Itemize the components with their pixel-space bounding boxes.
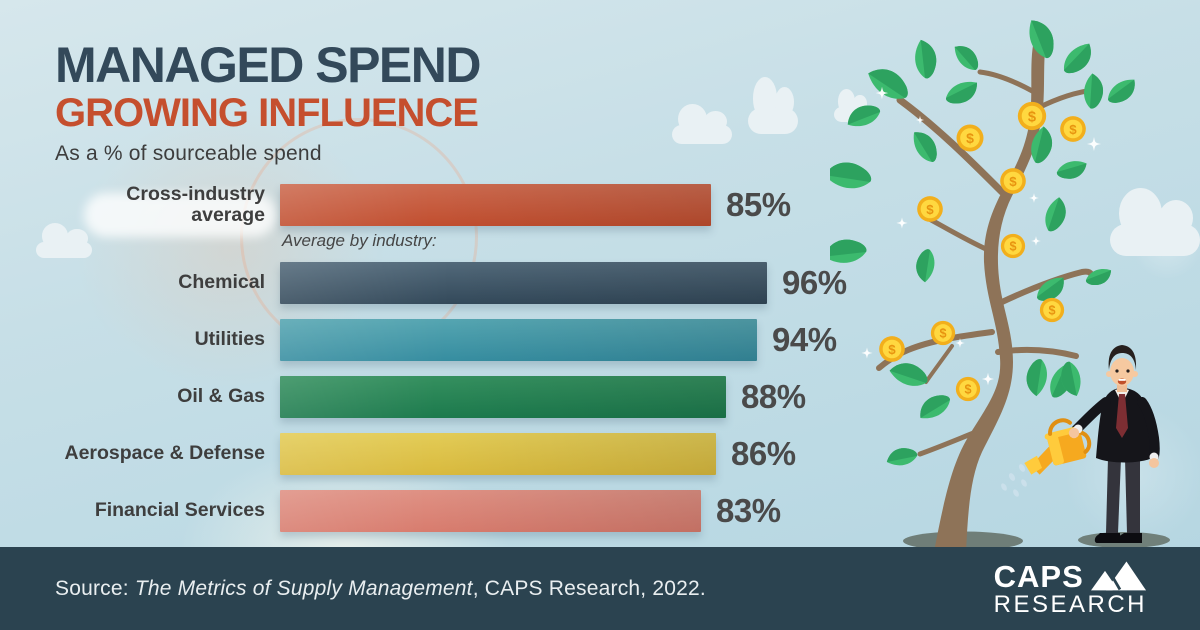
bar-value: 83% <box>716 492 781 529</box>
watering-can-icon <box>1024 418 1092 475</box>
coin-icon <box>917 196 943 222</box>
bar-row-utilities: Utilities 94% <box>0 319 900 361</box>
bar-row-aerospace-defense: Aerospace & Defense 86% <box>0 433 900 475</box>
cloud <box>36 222 92 258</box>
cloud <box>672 103 732 144</box>
coin-icon <box>955 376 981 402</box>
bar-value: 88% <box>741 378 806 415</box>
page-title-line2: GROWING INFLUENCE <box>55 91 479 135</box>
page-title-line1: MANAGED SPEND <box>55 37 481 93</box>
bar-chart: Cross-industry average 85% Average by in… <box>0 182 900 532</box>
money-tree-illustration: $ <box>830 18 1170 552</box>
group-note: Average by industry: <box>282 231 437 250</box>
coin-icon <box>930 320 956 346</box>
source-citation: Source: The Metrics of Supply Management… <box>55 577 706 601</box>
mountain-logo-icon <box>1090 561 1146 591</box>
bar <box>280 376 726 418</box>
cloud <box>748 77 798 134</box>
bar-value: 96% <box>782 264 847 301</box>
businessman <box>1071 345 1160 543</box>
sparkle-icon <box>1087 137 1101 151</box>
tree-trunk <box>934 40 1046 552</box>
bar-row-cross-industry: Cross-industry average 85% <box>0 182 900 226</box>
coin-icon <box>1000 233 1026 259</box>
bar-row-chemical: Chemical 96% <box>0 262 900 304</box>
logo-research-text: RESEARCH <box>993 591 1147 618</box>
caps-research-logo: CAPS RESEARCH <box>994 560 1147 617</box>
coin-icon <box>879 336 905 362</box>
bar <box>280 490 701 532</box>
source-title: The Metrics of Supply Management <box>134 576 473 600</box>
water-drops <box>1001 464 1027 497</box>
bar-value: 94% <box>772 321 837 358</box>
bar-row-oil-gas: Oil & Gas 88% <box>0 376 900 418</box>
sparkle-icon <box>896 217 908 229</box>
bar-label: Chemical <box>178 271 265 294</box>
sparkle-icon <box>861 347 873 359</box>
logo-caps-text: CAPS <box>993 559 1084 595</box>
page-subtitle: As a % of sourceable spend <box>55 142 322 165</box>
coin-icon <box>1000 168 1026 194</box>
bar-row-financial-services: Financial Services 83% <box>0 490 900 532</box>
coin-icon <box>1039 297 1065 323</box>
bar-value: 86% <box>731 435 796 472</box>
coin-icon <box>1060 116 1086 142</box>
bar-label: Cross-industry average <box>126 182 265 226</box>
bar-label: Financial Services <box>94 499 265 522</box>
cloud <box>1110 187 1200 256</box>
money-coins <box>879 101 1086 402</box>
bar-label: Utilities <box>194 328 265 351</box>
sparkle-icon <box>1029 193 1039 203</box>
sparkle-icon <box>981 372 995 386</box>
sparkle-icon <box>1031 236 1041 246</box>
tree-branches <box>876 69 1097 457</box>
bar <box>280 319 757 361</box>
bar <box>280 433 716 475</box>
bar <box>280 184 711 226</box>
bar-label: Aerospace & Defense <box>64 442 265 465</box>
footer-bar: Source: The Metrics of Supply Management… <box>0 547 1200 630</box>
cloud <box>84 193 276 237</box>
bar <box>280 262 767 304</box>
coin-icon <box>956 124 984 152</box>
bar-label: Oil & Gas <box>177 385 265 408</box>
bar-value: 85% <box>726 186 791 223</box>
source-suffix: , CAPS Research, 2022. <box>472 576 706 600</box>
source-prefix: Source: <box>55 576 135 600</box>
coin-icon <box>1017 101 1047 131</box>
hand <box>1068 427 1080 439</box>
header: MANAGED SPEND GROWING INFLUENCE As a % o… <box>55 37 481 166</box>
